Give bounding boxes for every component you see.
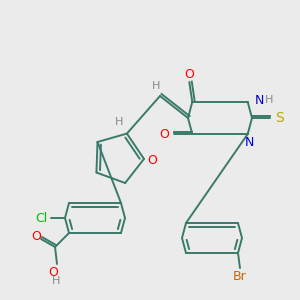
Text: H: H xyxy=(115,117,123,127)
Text: H: H xyxy=(152,81,160,91)
Text: Br: Br xyxy=(233,271,247,284)
Text: O: O xyxy=(159,128,169,140)
Text: O: O xyxy=(31,230,41,242)
Text: N: N xyxy=(245,136,254,148)
Text: N: N xyxy=(255,94,264,106)
Text: O: O xyxy=(48,266,58,278)
Text: H: H xyxy=(265,95,273,105)
Text: S: S xyxy=(274,111,284,125)
Text: Cl: Cl xyxy=(35,212,47,224)
Text: O: O xyxy=(184,68,194,80)
Text: H: H xyxy=(52,276,60,286)
Text: O: O xyxy=(147,154,157,167)
